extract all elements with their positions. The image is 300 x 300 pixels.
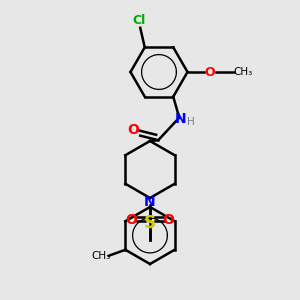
Text: O: O bbox=[125, 214, 137, 227]
Text: N: N bbox=[175, 112, 187, 126]
Text: CH₃: CH₃ bbox=[233, 67, 253, 77]
Text: O: O bbox=[163, 214, 175, 227]
Text: H: H bbox=[188, 117, 195, 127]
Text: N: N bbox=[144, 195, 156, 208]
Text: S: S bbox=[144, 214, 156, 232]
Text: O: O bbox=[205, 65, 215, 79]
Text: Cl: Cl bbox=[133, 14, 146, 27]
Text: O: O bbox=[127, 123, 139, 137]
Text: CH₃: CH₃ bbox=[91, 251, 110, 261]
